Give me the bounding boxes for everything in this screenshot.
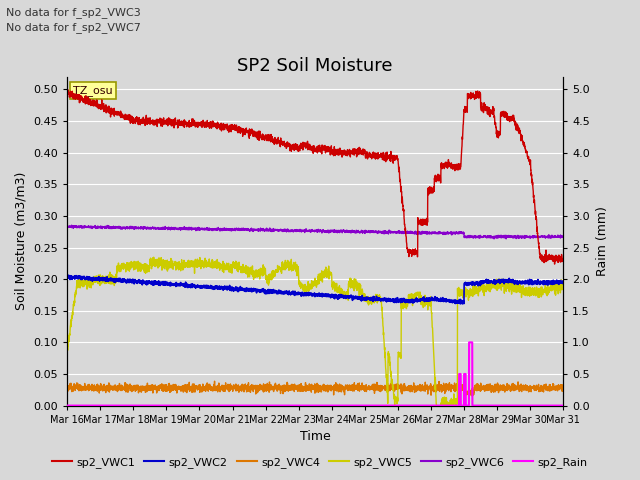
Text: No data for f_sp2_VWC3: No data for f_sp2_VWC3 [6,7,141,18]
X-axis label: Time: Time [300,430,331,443]
Y-axis label: Raim (mm): Raim (mm) [596,206,609,276]
Text: TZ_osu: TZ_osu [73,85,113,96]
Legend: sp2_VWC1, sp2_VWC2, sp2_VWC4, sp2_VWC5, sp2_VWC6, sp2_Rain: sp2_VWC1, sp2_VWC2, sp2_VWC4, sp2_VWC5, … [47,452,593,472]
Title: SP2 Soil Moisture: SP2 Soil Moisture [237,57,393,75]
Y-axis label: Soil Moisture (m3/m3): Soil Moisture (m3/m3) [15,172,28,311]
Text: No data for f_sp2_VWC7: No data for f_sp2_VWC7 [6,22,141,33]
